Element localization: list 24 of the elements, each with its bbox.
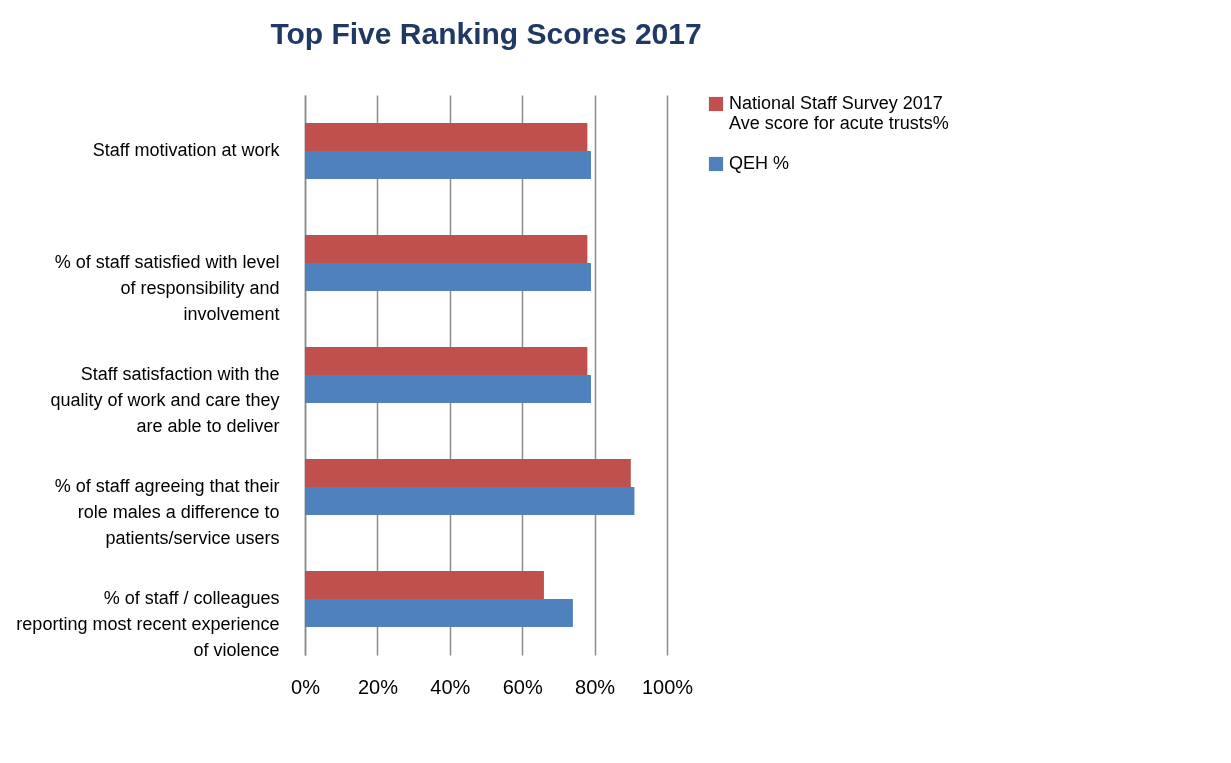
chart-title: Top Five Ranking Scores 2017 xyxy=(270,17,702,50)
x-tick-label: 80% xyxy=(575,675,616,698)
x-tick-label: 20% xyxy=(357,675,399,698)
x-tick-label: 40% xyxy=(430,675,471,698)
y-tick-label: % of staff agreeing that their role males a difference to patients/service users xyxy=(54,476,280,548)
bar xyxy=(305,123,588,151)
x-tick-label: 60% xyxy=(502,675,543,698)
y-tick-label: Staff motivation at work xyxy=(92,140,281,160)
bar xyxy=(305,235,588,263)
bar xyxy=(305,599,573,627)
bar xyxy=(305,151,591,179)
bar xyxy=(305,487,635,515)
x-tick-label: 0% xyxy=(291,675,321,698)
y-tick-label: % of staff satisfied with level of responsibility and involvement xyxy=(54,252,280,324)
legend-label: National Staff Survey 2017 Ave score for acute trusts% xyxy=(729,93,949,133)
bar xyxy=(305,459,631,487)
y-tick-label: % of staff / colleagues reporting most recent experience of violence xyxy=(16,588,280,660)
bar xyxy=(305,375,591,403)
y-tick-label: Staff satisfaction with the quality of work and care they are able to deliver xyxy=(50,364,280,436)
x-tick-label: 100% xyxy=(641,675,694,698)
bar xyxy=(305,263,591,291)
bar xyxy=(305,347,588,375)
bar xyxy=(305,571,544,599)
legend-label: QEH % xyxy=(729,153,790,173)
